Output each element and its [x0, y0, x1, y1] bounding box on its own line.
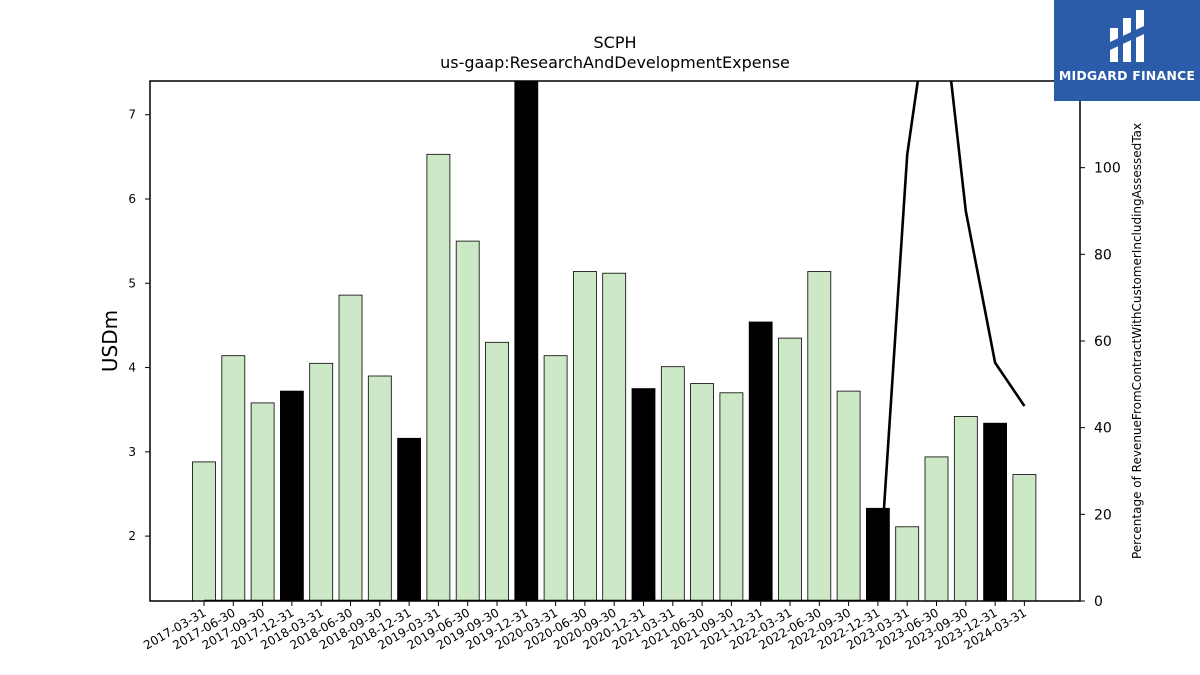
bar-2021-12-31 [748, 321, 773, 602]
bar-2018-06-30 [338, 294, 363, 602]
y-tick-label: 7 [128, 108, 136, 122]
brand-logo: MIDGARD FINANCE [1054, 0, 1200, 101]
x-axis: 2017-03-312017-06-302017-09-302017-12-31… [141, 601, 1029, 652]
y2-tick-label: 100 [1094, 161, 1121, 177]
y-tick-label: 5 [128, 276, 136, 290]
bar-2023-06-30 [924, 456, 949, 602]
brand-name: MIDGARD FINANCE [1058, 68, 1196, 83]
bar-2017-03-31 [192, 461, 216, 602]
line-group [204, 81, 1026, 601]
bar-2024-03-31 [1012, 474, 1037, 602]
bar-2022-06-30 [807, 271, 832, 602]
bar-2017-12-31 [279, 390, 304, 602]
bar-2019-03-31 [426, 153, 451, 602]
y-tick-label: 2 [128, 529, 136, 543]
bar-group [192, 80, 1037, 602]
chart-subtitle: us-gaap:ResearchAndDevelopmentExpense [440, 53, 790, 72]
bar-2021-06-30 [690, 383, 714, 602]
bar-2018-12-31 [397, 437, 422, 602]
bar-2022-09-30 [836, 390, 861, 602]
bar-2019-06-30 [455, 240, 480, 602]
bar-2018-09-30 [367, 375, 392, 602]
y2-tick-label: 80 [1094, 247, 1112, 263]
bar-2019-09-30 [485, 341, 509, 602]
y-tick-label: 3 [128, 445, 136, 459]
bar-2020-12-31 [631, 388, 656, 602]
bar-2017-09-30 [250, 402, 275, 602]
bar-2017-06-30 [221, 355, 246, 602]
y2-axis: 0 20 40 60 80 100 [1080, 161, 1121, 610]
y2-tick-label: 0 [1094, 594, 1103, 610]
bar-2023-09-30 [953, 415, 978, 602]
percentage-line [204, 81, 1026, 601]
y2-axis-label: Percentage of RevenueFromContractWithCus… [1130, 123, 1144, 559]
bar-2018-03-31 [309, 362, 334, 602]
y-tick-label: 4 [128, 361, 136, 375]
y-axis-label: USDm [98, 310, 122, 372]
bar-2021-09-30 [719, 392, 744, 602]
y2-tick-label: 60 [1094, 334, 1112, 350]
bar-2020-03-31 [543, 355, 568, 602]
bar-2020-09-30 [602, 272, 627, 602]
y-tick-label: 6 [128, 192, 136, 206]
bar-2021-03-31 [660, 366, 685, 602]
y2-tick-label: 40 [1094, 421, 1112, 437]
bar-2019-12-31 [514, 80, 539, 602]
bar-2020-06-30 [573, 271, 597, 602]
y-axis: 2 3 4 5 6 7 [128, 108, 150, 543]
y2-tick-label: 20 [1094, 507, 1112, 523]
chart-title: SCPH [593, 33, 636, 52]
bar-2022-03-31 [778, 337, 802, 602]
midgard-logo-icon [1110, 10, 1144, 62]
bar-2023-03-31 [895, 526, 920, 602]
bar-2023-12-31 [983, 422, 1007, 602]
